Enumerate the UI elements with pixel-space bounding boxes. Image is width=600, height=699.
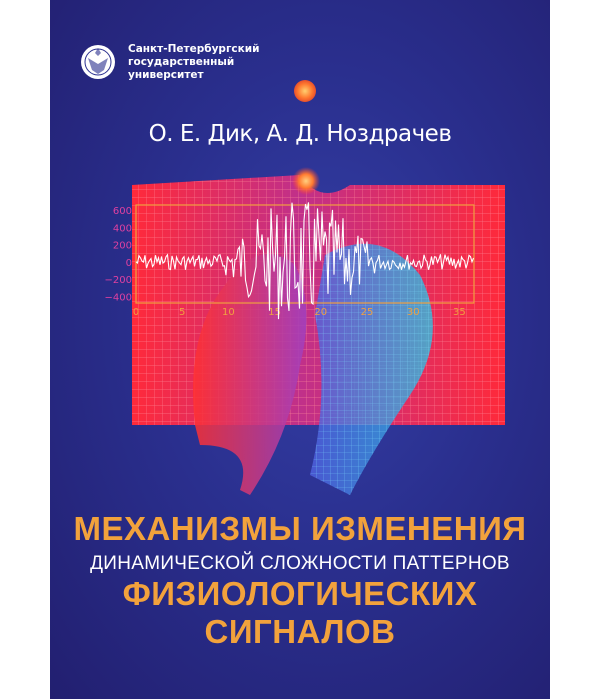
y-tick-label: 600 [113,206,132,217]
x-tick-label: 5 [179,307,185,318]
x-tick-label: 25 [361,307,374,318]
y-tick-label: 200 [113,241,132,252]
signal-trace [135,202,475,320]
x-tick-label: 20 [314,307,327,318]
glowing-orb [294,80,316,102]
university-name: Санкт-Петербургский государственный унив… [128,43,260,82]
university-name-line: университет [128,69,204,81]
title-line-3: ФИЗИОЛОГИЧЕСКИХ СИГНАЛОВ [122,575,478,650]
y-tick-label: 0 [126,258,132,269]
authors: О. Е. Дик, А. Д. Ноздрачев [148,121,452,147]
x-tick-label: 30 [407,307,420,318]
x-tick-label: 35 [453,307,466,318]
title-line-2: ДИНАМИЧЕСКОЙ СЛОЖНОСТИ ПАТТЕРНОВ [90,553,510,574]
x-tick-label: 0 [133,307,139,318]
title-line-1: МЕХАНИЗМЫ ИЗМЕНЕНИЯ [73,510,527,547]
university-crest-icon [81,45,115,79]
y-tick-label: 400 [113,223,132,234]
x-tick-label: 10 [222,307,235,318]
book-cover: Санкт-Петербургский государственный унив… [50,0,550,699]
y-tick-label: −400 [105,293,132,304]
university-name-line: государственный [128,56,235,68]
y-tick-label: −200 [105,275,132,286]
university-name-line: Санкт-Петербургский [128,43,260,55]
x-tick-label: 15 [268,307,281,318]
